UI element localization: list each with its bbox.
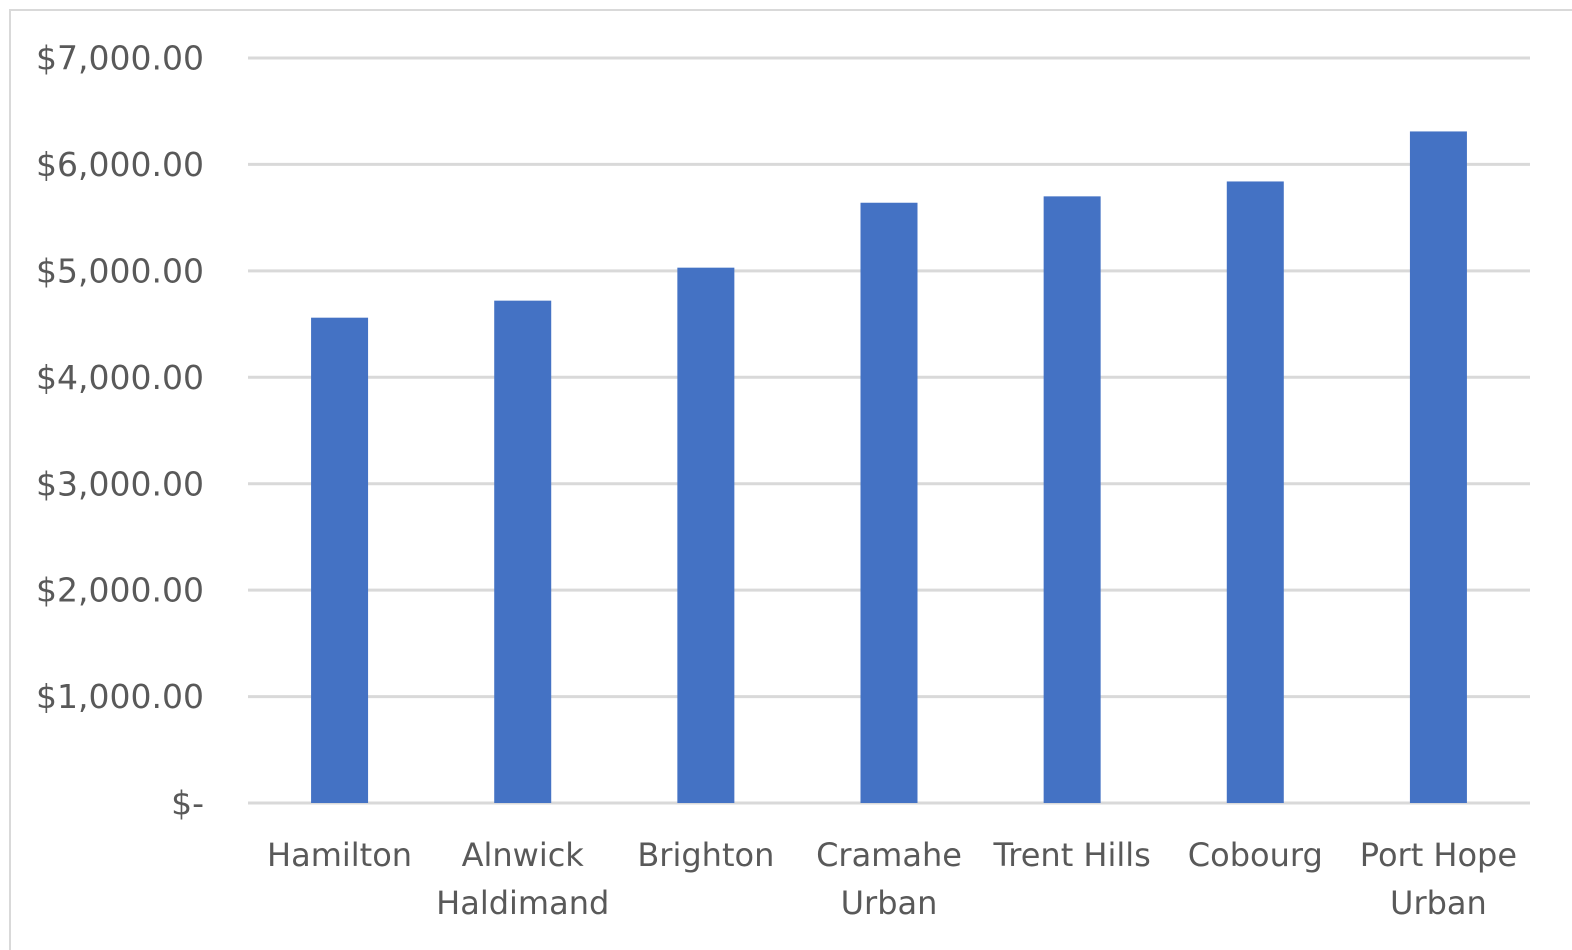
x-category-label: Port Hope Urban bbox=[1360, 836, 1517, 922]
bar bbox=[311, 317, 369, 803]
x-category-label: Cobourg bbox=[1188, 836, 1323, 874]
y-tick-label: $2,000.00 bbox=[36, 571, 204, 610]
x-category-label-line: Port Hope bbox=[1360, 836, 1517, 874]
y-tick-label: $6,000.00 bbox=[36, 145, 204, 184]
chart-border bbox=[9, 9, 1572, 950]
x-category-label-line: Urban bbox=[1390, 884, 1487, 922]
y-tick-label: $7,000.00 bbox=[36, 39, 204, 78]
y-tick-label: $- bbox=[171, 784, 204, 823]
x-category-label-line: Hamilton bbox=[267, 836, 412, 874]
x-category-label-line: Cramahe bbox=[816, 836, 962, 874]
bar bbox=[1226, 181, 1284, 803]
x-category-label: Alnwick Haldimand bbox=[436, 836, 609, 922]
bar bbox=[860, 202, 918, 803]
y-axis-tick-labels: $- $1,000.00 $2,000.00 $3,000.00 $4,000.00 $5… bbox=[36, 39, 204, 823]
x-category-label-line: Brighton bbox=[637, 836, 774, 874]
x-category-label: Trent Hills bbox=[992, 836, 1150, 874]
bar bbox=[1043, 196, 1101, 803]
x-category-label-line: Haldimand bbox=[436, 884, 609, 922]
x-category-label: Brighton bbox=[637, 836, 774, 874]
y-tick-label: $4,000.00 bbox=[36, 358, 204, 397]
bar bbox=[494, 300, 552, 803]
x-category-label: Hamilton bbox=[267, 836, 412, 874]
y-tick-label: $1,000.00 bbox=[36, 677, 204, 716]
bar bbox=[677, 267, 735, 803]
y-tick-label: $5,000.00 bbox=[36, 251, 204, 290]
x-category-label-line: Cobourg bbox=[1188, 836, 1323, 874]
x-category-label: Cramahe Urban bbox=[816, 836, 962, 922]
x-category-label-line: Trent Hills bbox=[992, 836, 1150, 874]
x-category-label-line: Alnwick bbox=[462, 836, 585, 874]
y-tick-label: $3,000.00 bbox=[36, 464, 204, 503]
x-axis-category-labels: Hamilton Alnwick Haldimand Brighton Cramahe U… bbox=[267, 836, 1517, 922]
bars bbox=[311, 131, 1467, 803]
bar bbox=[1409, 131, 1467, 803]
x-category-label-line: Urban bbox=[841, 884, 938, 922]
